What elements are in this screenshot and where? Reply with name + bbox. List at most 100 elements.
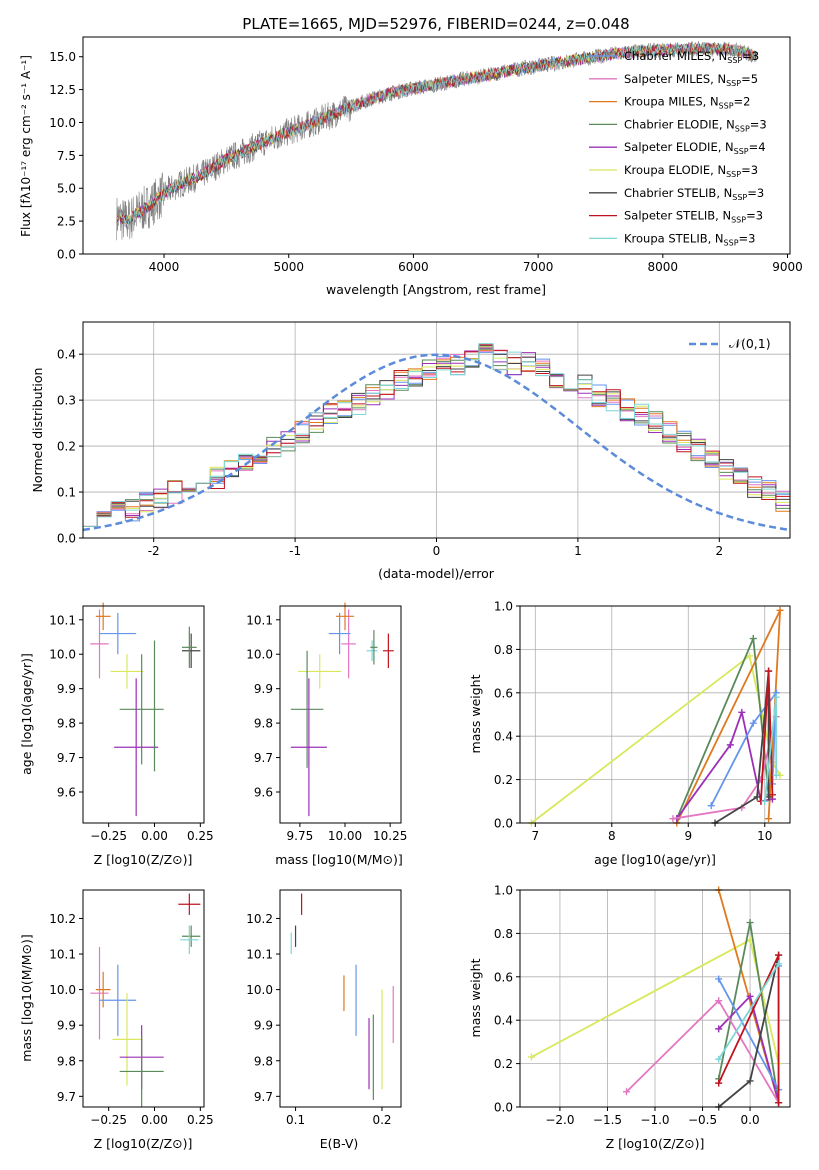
mass-weight-line: [530, 654, 781, 824]
y-tick-label: 10.1: [246, 948, 273, 962]
x-tick-label: 9.75: [287, 829, 314, 843]
spectrum-legend-item: Kroupa STELIB, NSSP=3: [589, 231, 755, 247]
x-tick-label: 0.00: [141, 1113, 168, 1127]
age-z-y-label: age [log10(age/yr)]: [19, 653, 34, 775]
errorbar-point: [182, 925, 201, 947]
spectrum-panel: 4000 5000 6000 7000 8000 9000 0.0 2.5 5.0 7.5 10.0…: [19, 36, 803, 297]
y-tick-label: 9.7: [254, 1090, 273, 1104]
y-tick-label: 0.0: [494, 817, 513, 831]
legend-label: Chabrier MILES, NSSP=3: [624, 49, 759, 65]
errorbar-point: [366, 640, 378, 662]
mass-weight-marker: [775, 960, 783, 968]
mass-weight-series: [673, 606, 784, 827]
legend-label: Kroupa STELIB, NSSP=3: [624, 231, 755, 247]
x-tick-label: 0.00: [141, 829, 168, 843]
errorbar-point: [335, 602, 355, 631]
histogram-legend: 𝒩(0,1): [689, 336, 771, 351]
y-tick-label: 9.7: [57, 751, 76, 765]
residual-histogram-panel: -2 -1 0 1 2 0.0 0.1 0.2 0.3 0.4 (data-model)/erro…: [30, 321, 791, 581]
y-tick-label: 10.1: [49, 613, 76, 627]
x-tick-label: 4000: [149, 260, 180, 274]
y-tick-label: 0.6: [494, 970, 513, 984]
y-tick-label: 9.9: [254, 1019, 273, 1033]
mass-weight-vs-metallicity-panel: −2.0 −1.5 −1.0 −0.5 0.0 0.0 0.2 0.4 0.6 0.8 1.0 Z …: [468, 884, 791, 1151]
mass-weight-marker: [715, 997, 723, 1005]
x-tick-label: 0.1: [286, 1113, 305, 1127]
x-tick-label: 10.00: [328, 829, 362, 843]
x-tick-label: 9: [684, 829, 692, 843]
x-tick-label: −2.0: [545, 1113, 574, 1127]
x-tick-label: -1: [289, 544, 301, 558]
errorbar-point: [290, 678, 327, 817]
x-tick-label: 0: [433, 544, 441, 558]
errorbar-point: [182, 633, 201, 668]
mass-vs-metallicity-panel: −0.25 0.00 0.25 9.7 9.8 9.9 10.0 10.1 10.2 Z [lo…: [19, 889, 214, 1151]
weight-z-y-label: mass weight: [468, 958, 483, 1037]
histogram-x-label: (data-model)/error: [378, 566, 495, 581]
y-tick-label: 9.8: [57, 717, 76, 731]
histogram-y-label: Normed distribution: [30, 368, 45, 493]
errorbar-point: [99, 964, 137, 1036]
errorbar-point: [382, 633, 394, 668]
spectrum-legend-item: Chabrier MILES, NSSP=3: [589, 49, 759, 65]
x-tick-label: 10.25: [373, 829, 407, 843]
spectrum-legend: Chabrier MILES, NSSP=3 Salpeter MILES, NS…: [589, 49, 767, 247]
legend-label: Chabrier STELIB, NSSP=3: [624, 186, 764, 202]
errorbar-point: [95, 971, 111, 1008]
errorbar-point: [95, 602, 111, 631]
y-tick-label: 0.2: [57, 440, 76, 454]
y-tick-label: 9.6: [254, 786, 273, 800]
histogram-step-line: [83, 343, 790, 538]
normal-curve-legend-label: 𝒩(0,1): [729, 336, 771, 351]
x-tick-label: 0.25: [187, 1113, 214, 1127]
errorbar-point: [180, 925, 199, 955]
x-tick-label: −0.25: [90, 1113, 127, 1127]
x-tick-label: 2: [715, 544, 723, 558]
mass-weight-marker: [772, 693, 780, 701]
mass-weight-marker: [768, 791, 776, 799]
spectrum-legend-item: Salpeter ELODIE, NSSP=4: [589, 140, 766, 156]
legend-label: Salpeter MILES, NSSP=5: [624, 72, 758, 88]
y-tick-label: 10.0: [49, 983, 76, 997]
mass-weight-marker: [527, 1053, 535, 1061]
y-tick-label: 9.7: [254, 751, 273, 765]
y-tick-label: 10.0: [246, 983, 273, 997]
mass-weight-marker: [776, 606, 784, 614]
y-tick-label: 9.8: [57, 1054, 76, 1068]
age-mass-x-label: mass [log10(M/M⊙)]: [275, 852, 403, 867]
x-tick-label: 8000: [648, 260, 679, 274]
mass-weight-marker: [765, 793, 773, 801]
errorbar-point: [110, 654, 144, 689]
y-tick-label: 0.8: [494, 643, 513, 657]
mass-weight-line: [676, 708, 773, 820]
x-tick-label: −0.25: [90, 829, 127, 843]
x-tick-label: 0.2: [372, 1113, 391, 1127]
x-tick-label: 10: [757, 829, 772, 843]
errorbar-point: [119, 1035, 164, 1107]
y-tick-label: 9.7: [57, 1090, 76, 1104]
mass-weight-line: [714, 671, 770, 824]
mass-weight-series: [757, 667, 776, 805]
mass-weight-marker: [746, 919, 754, 927]
mass-z-x-label: Z [log10(Z/Z⊙)]: [94, 1136, 193, 1151]
y-tick-label: 10.1: [49, 948, 76, 962]
mass-weight-marker: [715, 1025, 723, 1033]
y-tick-label: 0.6: [494, 686, 513, 700]
mass-weight-vs-age-panel: 7 8 9 10 0.0 0.2 0.4 0.6 0.8 1.0 age [log10(age/y…: [468, 600, 791, 867]
mass-weight-marker: [669, 815, 677, 823]
x-tick-label: −1.5: [593, 1113, 622, 1127]
y-tick-label: 5.0: [57, 182, 76, 196]
y-tick-label: 0.2: [494, 1057, 513, 1071]
y-tick-label: 0.0: [494, 1101, 513, 1115]
x-tick-label: −0.5: [688, 1113, 717, 1127]
y-tick-label: 0.8: [494, 927, 513, 941]
mass-weight-marker: [726, 741, 734, 749]
mass-weight-marker: [746, 992, 754, 1000]
mass-weight-marker: [772, 771, 780, 779]
legend-label: Chabrier ELODIE, NSSP=3: [624, 117, 767, 133]
age-z-x-label: Z [log10(Z/Z⊙)]: [94, 852, 193, 867]
y-tick-label: 9.9: [254, 682, 273, 696]
spectrum-legend-item: Chabrier STELIB, NSSP=3: [589, 186, 764, 202]
errorbar-point: [90, 946, 109, 1040]
